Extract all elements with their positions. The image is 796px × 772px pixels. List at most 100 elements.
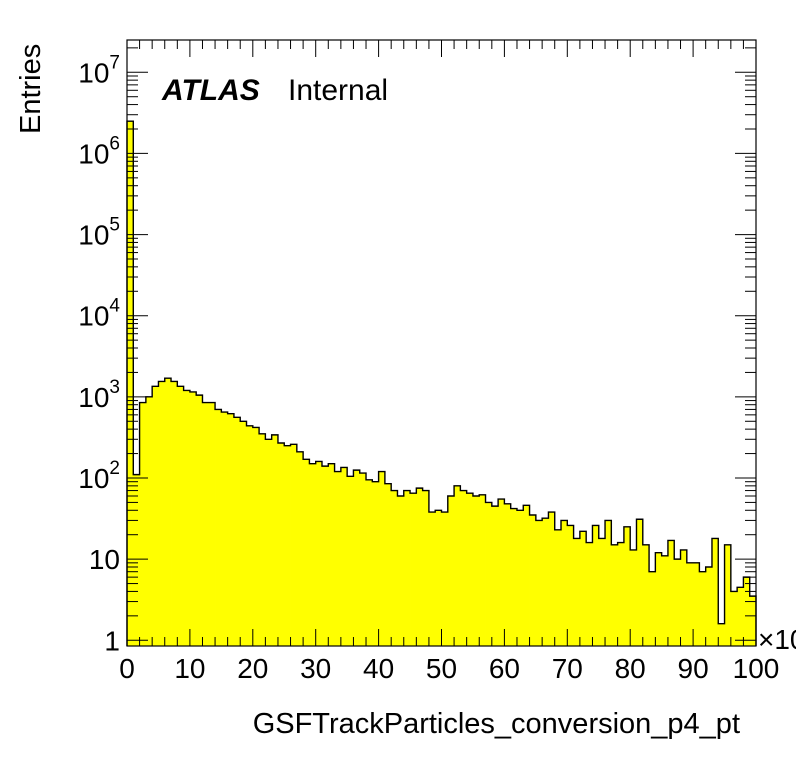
histogram-bin	[730, 591, 738, 646]
histogram-bin	[158, 381, 166, 646]
histogram-bars	[127, 121, 757, 646]
x-tick-label: 70	[552, 653, 583, 684]
histogram-bin	[334, 471, 342, 646]
histogram-bin	[208, 402, 216, 646]
histogram-bin	[699, 571, 707, 646]
y-tick-label: 103	[78, 377, 120, 413]
histogram-bin	[246, 425, 254, 646]
histogram-bin	[693, 562, 700, 646]
y-tick-label: 107	[78, 52, 120, 88]
x-tick-label: 10	[174, 653, 205, 684]
histogram-bin	[215, 409, 222, 646]
histogram-bin	[422, 490, 430, 646]
histogram-bin	[649, 571, 656, 646]
histogram-bin	[491, 506, 499, 646]
histogram-bin	[466, 493, 474, 646]
x-tick-label: 40	[363, 653, 394, 684]
histogram-bin	[416, 488, 424, 646]
histogram-bin	[504, 503, 512, 646]
histogram-bin	[573, 538, 581, 646]
histogram-bin	[372, 481, 379, 646]
histogram-bin	[189, 391, 197, 646]
histogram-bin	[441, 512, 449, 646]
histogram-bin	[403, 490, 411, 646]
histogram-bin	[630, 549, 637, 646]
histogram-bin	[737, 587, 744, 646]
x-tick-label: 60	[489, 653, 520, 684]
histogram-bin	[674, 559, 681, 646]
x-axis-title: GSFTrackParticles_conversion_p4_pt	[253, 708, 740, 740]
histogram-bin	[315, 461, 323, 646]
histogram-bin	[428, 512, 436, 646]
atlas-label: ATLAS	[161, 74, 260, 107]
histogram-bin	[435, 510, 442, 646]
histogram-bin	[460, 490, 468, 646]
histogram-bin	[516, 510, 524, 646]
histogram-bin	[133, 474, 140, 646]
y-tick-label: 10	[89, 544, 120, 575]
histogram-bin	[454, 485, 461, 646]
histogram-bin	[548, 512, 556, 646]
histogram-bin	[127, 121, 134, 646]
histogram-bin	[296, 451, 304, 646]
histogram-bin	[579, 531, 587, 646]
histogram-bin	[321, 466, 329, 646]
histogram-bin	[623, 526, 631, 646]
histogram-bin	[359, 473, 367, 646]
histogram-bin	[724, 544, 732, 646]
y-tick-labels: 1 10 102 103 104 105 106 107	[78, 52, 120, 656]
histogram-outline	[126, 120, 757, 646]
x-tick-label: 0	[119, 653, 135, 684]
histogram-bin	[523, 505, 530, 646]
y-tick-label: 1	[104, 625, 120, 656]
histogram-bin	[183, 390, 191, 646]
histogram-bin	[561, 520, 568, 646]
histogram-bin	[743, 577, 751, 646]
x-tick-label: 50	[426, 653, 457, 684]
histogram-bin	[611, 544, 619, 646]
internal-label: Internal	[288, 74, 388, 107]
histogram-bin	[598, 538, 606, 646]
histogram-bin	[655, 552, 663, 646]
x-tick-label: 90	[678, 653, 709, 684]
x-tick-label: 20	[237, 653, 268, 684]
histogram-bin	[252, 427, 260, 646]
histogram-bin	[749, 596, 757, 646]
histogram-bin	[592, 525, 600, 646]
histogram-bin	[177, 386, 185, 646]
histogram-bin	[139, 402, 147, 646]
y-tick-label: 106	[78, 133, 120, 169]
histogram-bin	[686, 562, 694, 646]
histogram-bin	[233, 417, 241, 646]
histogram-bin	[680, 549, 688, 646]
histogram-bin	[284, 445, 291, 646]
y-tick-label: 102	[78, 458, 120, 494]
histogram-bin	[196, 395, 203, 646]
histogram-bin	[617, 542, 625, 646]
axis-ticks	[126, 40, 757, 646]
x-tick-label: 100	[733, 653, 780, 684]
histogram-bin	[145, 396, 153, 646]
histogram-bin	[303, 459, 310, 646]
histogram-bin	[366, 479, 373, 646]
y-tick-label: 105	[78, 215, 120, 251]
x-tick-label: 30	[300, 653, 331, 684]
histogram-bin	[586, 542, 593, 646]
histogram-bin	[164, 378, 172, 646]
histogram-bin	[661, 555, 669, 646]
histogram-bin	[667, 540, 675, 646]
histogram-bin	[498, 499, 505, 646]
histogram-bin	[277, 442, 285, 646]
histogram-bin	[410, 493, 417, 646]
histogram-bin	[309, 463, 317, 646]
histogram-bin	[202, 402, 210, 646]
histogram-bin	[221, 412, 229, 646]
histogram-bin	[227, 413, 235, 646]
histogram-bin	[718, 623, 725, 646]
histogram-bin	[259, 433, 266, 646]
histogram-bin	[554, 529, 562, 646]
histogram-bin	[384, 483, 392, 646]
histogram-bin	[265, 439, 273, 646]
x-tick-label: 80	[615, 653, 646, 684]
